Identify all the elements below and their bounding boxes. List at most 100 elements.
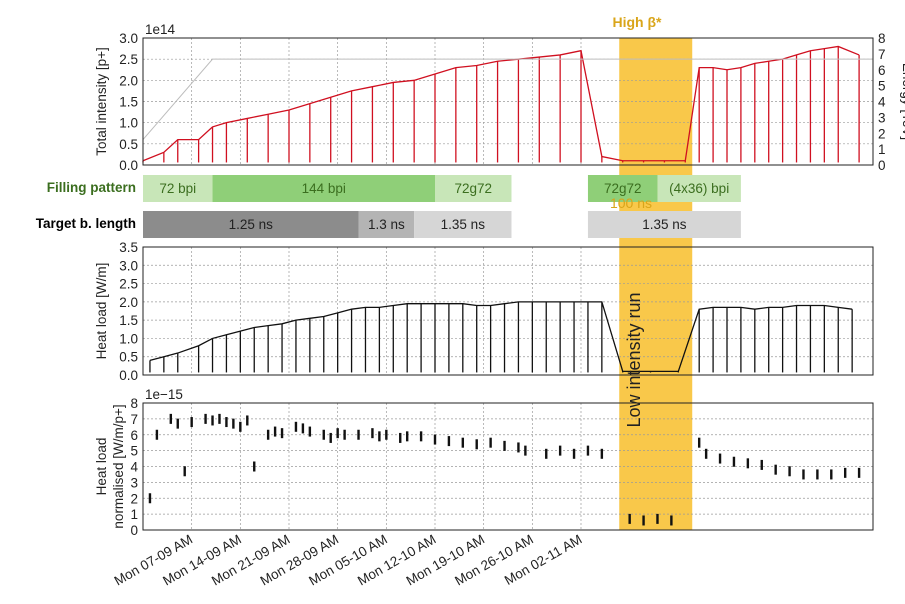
y-tick-label: 5 [130,444,138,459]
panel-frame [142,402,874,531]
data-point [280,428,284,439]
y-axis-label: Total intensity [p+] [94,47,109,155]
data-point [788,466,791,477]
filling-pattern-segment [435,175,512,202]
data-point [273,426,277,437]
y-tick-label: 1.5 [119,95,138,110]
data-point [246,415,249,426]
data-point [301,423,305,434]
data-point [405,431,409,442]
y-tick-label: 3.0 [119,258,138,273]
data-point [656,513,659,524]
y-tick-label: 1 [130,507,138,522]
y2-tick-label: 7 [878,47,886,62]
y-tick-label: 0.0 [119,368,138,383]
data-point [760,459,763,470]
filling-pattern-segment [212,175,435,202]
data-point [843,467,847,478]
filling-pattern-segment-label: (4x36) bpi [669,181,729,196]
offset-label: 1e−15 [145,387,183,402]
y-axis-label-line: normalised [W/m/p+] [111,404,126,528]
low-intensity-label: Low intensity run [624,292,644,427]
data-point [148,493,152,504]
y-tick-label: 0.5 [119,137,138,152]
y-tick-label: 0 [130,523,138,538]
y2-tick-label: 5 [878,79,886,94]
data-point [802,469,805,480]
data-point [204,413,207,424]
data-point [503,440,506,451]
y-tick-label: 2.0 [119,73,138,88]
y2-tick-label: 0 [878,158,886,173]
data-point [670,515,673,526]
high-beta-label: High β* [613,14,663,30]
y-tick-label: 3.0 [119,31,138,46]
panel-heatload: 0.0 0.5 1.0 1.5 2.0 2.5 3.0 3.5 Heat load [W/m] [94,240,874,383]
energy-trace [142,58,873,140]
data-point [600,448,604,459]
data-point [774,464,777,475]
y2-tick-label: 1 [878,142,886,157]
data-envelope [142,45,860,162]
bunch-length-label: Target b. length [36,216,136,231]
data-point [572,448,576,459]
annotation-bars: 72 bpi 144 bpi 72g72 72g72 (4x36) bpi 1.25 ns… [143,175,741,238]
bunch-length-segment [358,211,415,238]
data-point [545,448,548,459]
data-point [336,428,339,439]
y-tick-label: 4 [130,460,138,475]
data-point [176,418,179,429]
y2-tick-label: 6 [878,63,886,78]
data-point [704,448,708,459]
data-point [461,437,465,448]
data-point [190,417,193,428]
data-point [816,469,819,480]
data-point [517,442,520,453]
data-point [746,458,750,469]
y-tick-label: 3.5 [119,240,138,255]
filling-pattern-segment [657,175,741,202]
y-tick-label: 1.0 [119,331,138,346]
data-envelope [149,301,853,372]
y-tick-label: 0.5 [119,350,138,365]
y-tick-label: 3 [130,475,138,490]
y-tick-label: 2.5 [119,52,138,67]
data-point [399,432,402,443]
data-point [211,415,214,426]
y-axis-label-line: Heat load [94,438,109,496]
data-point [718,453,722,464]
y-tick-label: 8 [130,396,138,411]
bunch-length-segment-label: 1.35 ns [642,217,687,232]
data-point [433,434,437,445]
y2-axis-label: Energy [TeV] [900,63,905,140]
y-axis-label: Heat load [W/m] [94,263,109,360]
highlight-band [619,38,693,530]
y-tick-label: 7 [130,412,138,427]
data-point [371,428,374,439]
data-point [357,429,360,440]
bunch-length-segment [587,211,741,238]
data-point [218,413,221,424]
data-point [586,445,590,456]
data-point [642,515,645,526]
data-point [378,431,381,442]
data-point [308,426,312,437]
panel-frame [142,246,874,376]
data-point [343,429,346,440]
data-point [830,469,833,480]
data-point [447,436,451,447]
filling-pattern-segment [587,175,658,202]
bunch-length-segment-label: 1.3 ns [368,217,405,232]
data-point [558,445,562,456]
bunch-length-segment-label: 1.35 ns [441,217,486,232]
y-axis-label: Heat load normalised [W/m/p+] [94,404,126,528]
y2-tick-label: 8 [878,31,886,46]
data-point [253,461,256,472]
y-tick-label: 0.0 [119,158,138,173]
y-tick-label: 2.0 [119,295,138,310]
data-point [524,445,527,456]
data-point [329,432,332,443]
